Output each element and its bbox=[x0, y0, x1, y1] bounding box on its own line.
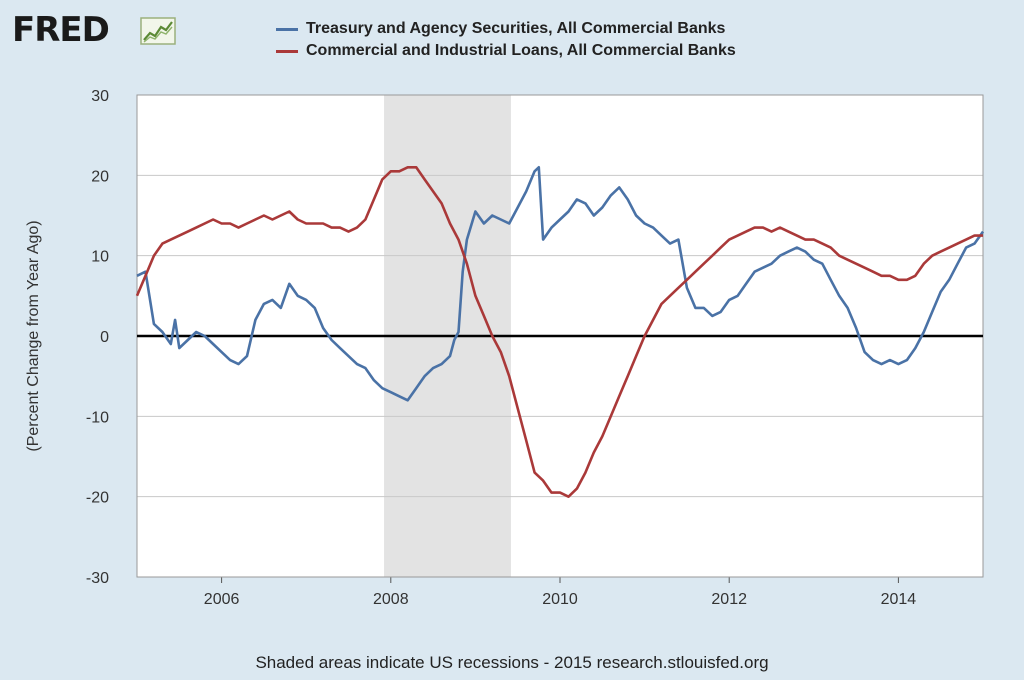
y-tick-label: -10 bbox=[86, 409, 109, 426]
x-tick-label: 2014 bbox=[881, 591, 917, 608]
y-tick-label: 0 bbox=[100, 329, 109, 346]
legend-label-treasury: Treasury and Agency Securities, All Comm… bbox=[306, 20, 726, 37]
trend-line-icon bbox=[140, 17, 176, 45]
y-tick-label: 30 bbox=[91, 88, 109, 105]
y-tick-label: 20 bbox=[91, 168, 109, 185]
x-tick-label: 2010 bbox=[542, 591, 578, 608]
x-tick-label: 2008 bbox=[373, 591, 409, 608]
series-line-loans bbox=[135, 166, 983, 499]
series-line-treasury bbox=[136, 166, 985, 402]
x-tick-label: 2012 bbox=[711, 591, 747, 608]
fred-logo[interactable]: FRED bbox=[12, 10, 110, 50]
footer-note: Shaded areas indicate US recessions - 20… bbox=[255, 653, 769, 672]
legend-label-loans: Commercial and Industrial Loans, All Com… bbox=[306, 42, 736, 59]
y-tick-label: -20 bbox=[86, 490, 109, 507]
legend-swatch-loans bbox=[276, 50, 298, 53]
header: FRED Treasury and Agency Securities, All… bbox=[0, 0, 1024, 90]
x-tick-label: 2006 bbox=[204, 591, 240, 608]
legend-swatch-treasury bbox=[276, 28, 298, 31]
y-tick-label: 10 bbox=[91, 249, 109, 266]
y-axis-label: (Percent Change from Year Ago) bbox=[25, 220, 42, 451]
y-tick-label: -30 bbox=[86, 570, 109, 587]
